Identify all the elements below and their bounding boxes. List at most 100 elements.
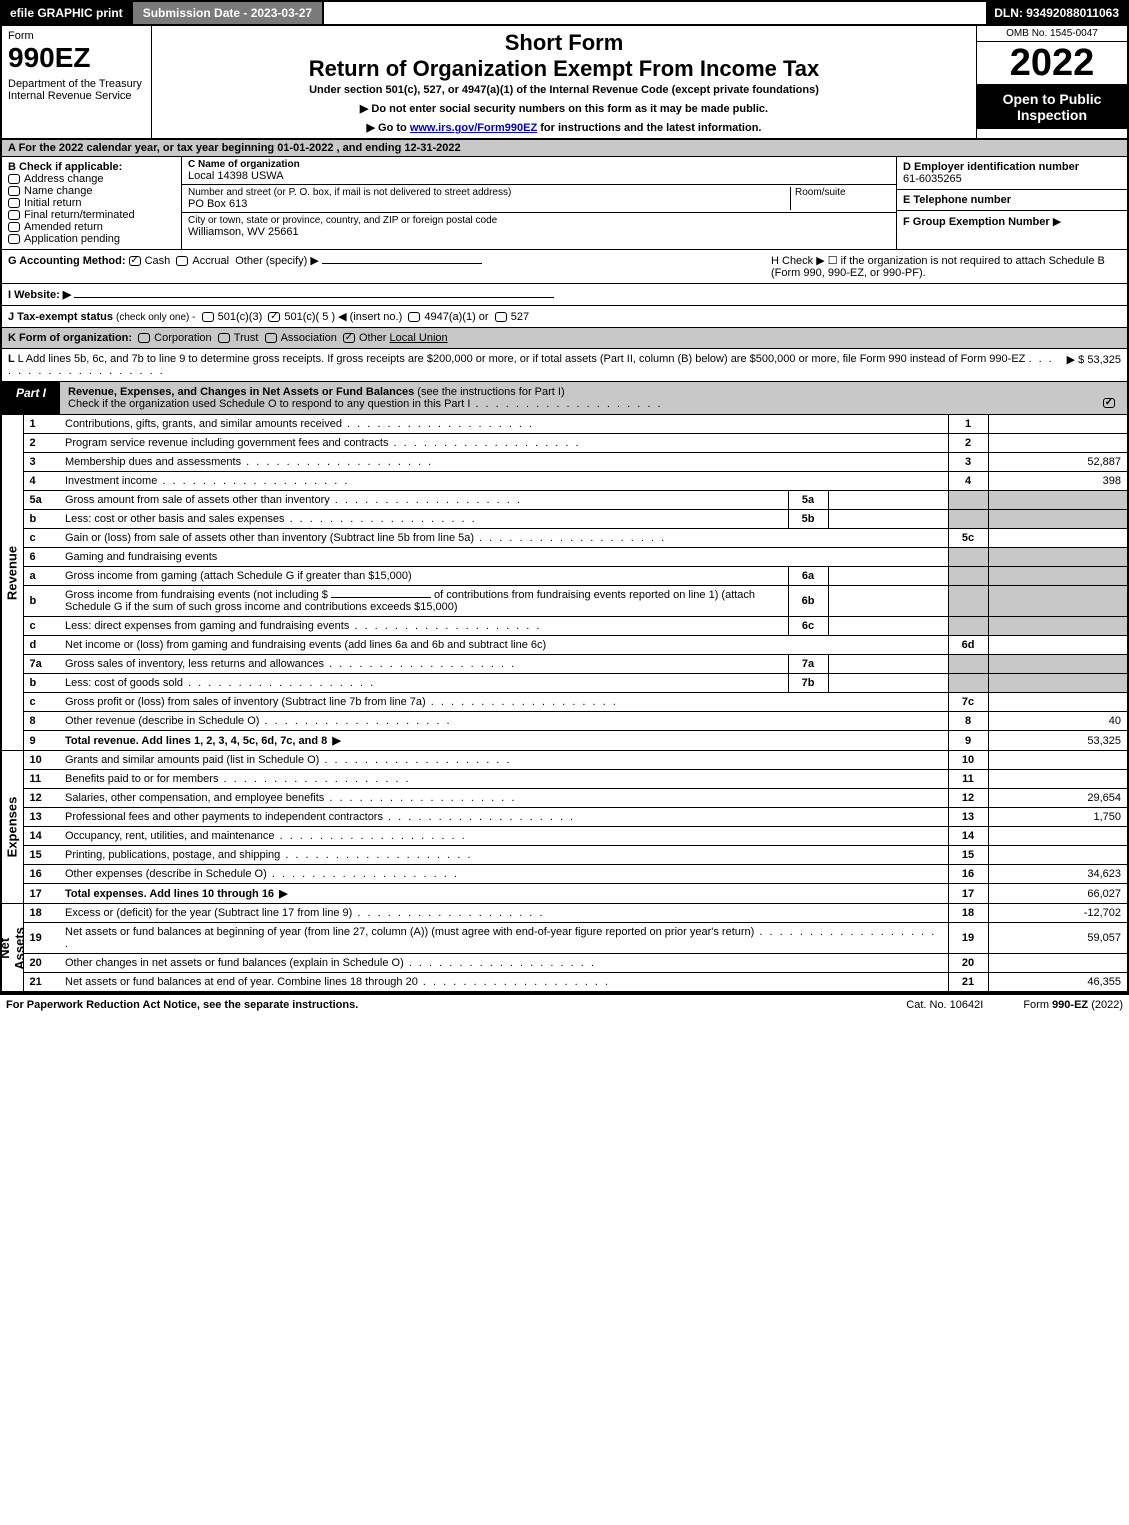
city-label: City or town, state or province, country… — [188, 215, 890, 226]
checkbox-accrual[interactable] — [176, 256, 188, 266]
line-6d-ln: 6d — [948, 636, 988, 655]
line-7b-num: b — [23, 674, 59, 693]
line-3-amt: 52,887 — [988, 453, 1128, 472]
line-2-ln: 2 — [948, 434, 988, 453]
line-5b-num: b — [23, 510, 59, 529]
checkbox-corporation[interactable] — [138, 333, 150, 343]
ein-label: D Employer identification number — [903, 161, 1121, 173]
line-2-desc: Program service revenue including govern… — [65, 437, 581, 449]
line-21-num: 21 — [23, 973, 59, 993]
part-1-label: Part I — [2, 382, 60, 414]
line-4-ln: 4 — [948, 472, 988, 491]
submission-date: Submission Date - 2023-03-27 — [131, 2, 324, 24]
line-5a-num: 5a — [23, 491, 59, 510]
netassets-table: Net Assets 18 Excess or (deficit) for th… — [0, 904, 1129, 993]
other-label: Other (specify) ▶ — [235, 255, 319, 267]
form-title: Return of Organization Exempt From Incom… — [158, 56, 970, 82]
section-d: D Employer identification number 61-6035… — [897, 157, 1127, 249]
line-6a-subval — [828, 567, 948, 586]
checkbox-name-change[interactable]: Name change — [8, 185, 175, 197]
line-7a-sub: 7a — [788, 655, 828, 674]
line-5b-subval — [828, 510, 948, 529]
line-7b-subval — [828, 674, 948, 693]
line-8-desc: Other revenue (describe in Schedule O) — [65, 715, 452, 727]
checkbox-other-org[interactable] — [343, 333, 355, 343]
checkbox-501c[interactable] — [268, 312, 280, 322]
line-5a-sub: 5a — [788, 491, 828, 510]
goto-prefix: ▶ Go to — [367, 122, 410, 134]
website-value — [74, 297, 554, 298]
line-6d-num: d — [23, 636, 59, 655]
line-6d-amt — [988, 636, 1128, 655]
part-1-desc: Revenue, Expenses, and Changes in Net As… — [60, 382, 1127, 414]
revenue-sidelabel: Revenue — [5, 546, 20, 600]
arrow-icon: ▶ — [360, 103, 372, 115]
omb-number: OMB No. 1545-0047 — [977, 26, 1127, 42]
section-c: C Name of organization Local 14398 USWA … — [182, 157, 897, 249]
ssn-note: ▶ Do not enter social security numbers o… — [158, 102, 970, 115]
checkbox-501c3[interactable] — [202, 312, 214, 322]
line-19-desc: Net assets or fund balances at beginning… — [65, 926, 936, 950]
line-7a-subval — [828, 655, 948, 674]
line-21-desc: Net assets or fund balances at end of ye… — [65, 976, 610, 988]
checkbox-527[interactable] — [495, 312, 507, 322]
line-11-ln: 11 — [948, 770, 988, 789]
opt-trust: Trust — [234, 332, 259, 344]
line-3-ln: 3 — [948, 453, 988, 472]
section-b-label: B Check if applicable: — [8, 161, 175, 173]
opt-527: 527 — [511, 311, 529, 323]
checkbox-4947[interactable] — [408, 312, 420, 322]
line-6b-subval — [828, 586, 948, 617]
checkbox-association[interactable] — [265, 333, 277, 343]
line-5c-ln: 5c — [948, 529, 988, 548]
line-21-ln: 21 — [948, 973, 988, 993]
checkbox-amended-return[interactable]: Amended return — [8, 221, 175, 233]
line-17-num: 17 — [23, 884, 59, 904]
line-11-desc: Benefits paid to or for members — [65, 773, 411, 785]
checkbox-cash[interactable] — [129, 256, 141, 266]
line-19-ln: 19 — [948, 923, 988, 954]
goto-suffix: for instructions and the latest informat… — [537, 122, 761, 134]
line-5a-subval — [828, 491, 948, 510]
line-6b-num: b — [23, 586, 59, 617]
irs-link[interactable]: www.irs.gov/Form990EZ — [410, 122, 537, 134]
line-1-ln: 1 — [948, 415, 988, 434]
netassets-sidelabel: Net Assets — [0, 926, 27, 970]
line-21-amt: 46,355 — [988, 973, 1128, 993]
line-6b-sub: 6b — [788, 586, 828, 617]
line-5b-sub: 5b — [788, 510, 828, 529]
line-13-desc: Professional fees and other payments to … — [65, 811, 575, 823]
page-footer: For Paperwork Reduction Act Notice, see … — [0, 993, 1129, 1015]
line-14-ln: 14 — [948, 827, 988, 846]
website-label: I Website: ▶ — [8, 289, 71, 301]
line-4-num: 4 — [23, 472, 59, 491]
line-5c-amt — [988, 529, 1128, 548]
line-17-amt: 66,027 — [988, 884, 1128, 904]
checkbox-initial-return[interactable]: Initial return — [8, 197, 175, 209]
checkbox-application-pending[interactable]: Application pending — [8, 233, 175, 245]
efile-print[interactable]: efile GRAPHIC print — [2, 2, 131, 24]
line-10-ln: 10 — [948, 751, 988, 770]
line-7a-num: 7a — [23, 655, 59, 674]
line-5b-desc: Less: cost or other basis and sales expe… — [65, 513, 477, 525]
section-a: A For the 2022 calendar year, or tax yea… — [0, 140, 1129, 157]
group-label: F Group Exemption Number — [903, 216, 1050, 228]
form-org-label: K Form of organization: — [8, 332, 132, 344]
line-6d-desc: Net income or (loss) from gaming and fun… — [59, 636, 948, 655]
line-6a-desc: Gross income from gaming (attach Schedul… — [59, 567, 788, 586]
line-16-amt: 34,623 — [988, 865, 1128, 884]
line-6a-num: a — [23, 567, 59, 586]
form-ref: Form 990-EZ (2022) — [1023, 999, 1123, 1011]
line-19-num: 19 — [23, 923, 59, 954]
addr-label: Number and street (or P. O. box, if mail… — [188, 187, 790, 198]
checkbox-trust[interactable] — [218, 333, 230, 343]
other-org-value: Local Union — [390, 332, 448, 344]
opt-association: Association — [281, 332, 337, 344]
checkbox-final-return[interactable]: Final return/terminated — [8, 209, 175, 221]
line-12-amt: 29,654 — [988, 789, 1128, 808]
checkbox-address-change[interactable]: Address change — [8, 173, 175, 185]
ein-value: 61-6035265 — [903, 173, 1121, 185]
checkbox-schedule-o[interactable] — [1103, 398, 1115, 408]
line-9-desc: Total revenue. Add lines 1, 2, 3, 4, 5c,… — [65, 735, 343, 747]
tax-year: 2022 — [977, 42, 1127, 85]
